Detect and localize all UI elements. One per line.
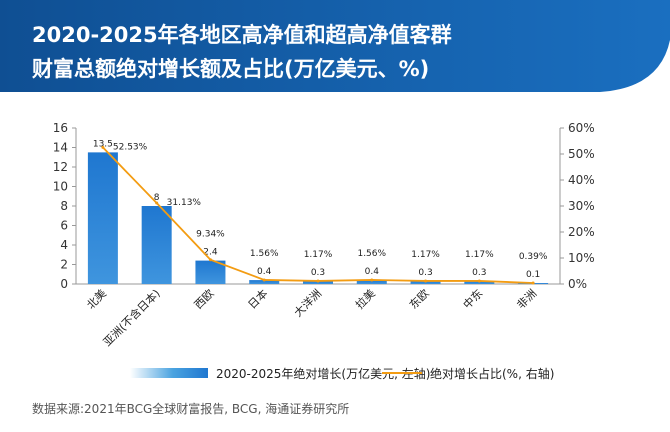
share-line-point xyxy=(262,278,266,282)
bar-value-label: 0.3 xyxy=(311,268,325,278)
share-value-label: 1.17% xyxy=(304,250,333,260)
share-value-label: 1.17% xyxy=(465,250,494,260)
y-right-tick-label: 30% xyxy=(568,199,595,213)
bar xyxy=(410,281,441,284)
bar-value-label: 8 xyxy=(154,193,160,203)
bar-value-label: 0.3 xyxy=(472,268,486,278)
share-line-point xyxy=(370,278,374,282)
bar-value-label: 13.5 xyxy=(93,139,113,149)
share-line-point xyxy=(531,281,535,285)
share-value-label: 52.53% xyxy=(113,142,148,152)
y-left-tick-label: 8 xyxy=(60,199,68,213)
chart-title-line-1: 2020-2025年各地区高净值和超高净值客群 xyxy=(32,23,452,47)
y-left-tick-label: 10 xyxy=(53,180,68,194)
y-left-tick-label: 0 xyxy=(60,277,68,291)
y-left-tick-label: 12 xyxy=(53,160,68,174)
share-value-label: 31.13% xyxy=(167,198,202,208)
share-line-point xyxy=(208,258,212,262)
x-category-label: 日本 xyxy=(245,286,270,311)
share-value-label: 1.56% xyxy=(250,249,279,259)
legend-bar: 2020-2025年绝对增长(万亿美元, 左轴) xyxy=(130,363,430,383)
y-left-tick-label: 2 xyxy=(60,258,68,272)
bar xyxy=(356,280,387,284)
legend-bar-swatch xyxy=(130,368,208,378)
bar xyxy=(303,281,333,284)
legend-bar-label: 2020-2025年绝对增长(万亿美元, 左轴) xyxy=(216,366,431,381)
y-right-tick-label: 20% xyxy=(568,225,595,239)
bar xyxy=(141,206,172,284)
x-category-label: 中东 xyxy=(461,287,486,312)
x-category-label: 大洋洲 xyxy=(291,286,324,319)
legend-line-label: 绝对增长占比(%, 右轴) xyxy=(430,366,555,381)
bar xyxy=(464,281,495,284)
share-line-point xyxy=(477,279,481,283)
y-right-tick-label: 40% xyxy=(568,173,595,187)
y-right-tick-label: 60% xyxy=(568,121,595,135)
y-left-tick-label: 14 xyxy=(53,141,68,155)
y-left-tick-label: 4 xyxy=(60,238,68,252)
bar-value-label: 0.4 xyxy=(365,267,380,277)
y-right-tick-label: 0% xyxy=(568,277,587,291)
share-line-point xyxy=(316,279,320,283)
share-value-label: 0.39% xyxy=(519,252,548,262)
x-category-label: 非洲 xyxy=(514,287,539,312)
title-banner: 2020-2025年各地区高净值和超高净值客群 财富总额绝对增长额及占比(万亿美… xyxy=(0,0,670,100)
share-value-label: 1.56% xyxy=(357,249,386,259)
y-right-tick-label: 10% xyxy=(568,251,595,265)
title-banner-shape xyxy=(0,0,670,92)
bar-value-label: 0.3 xyxy=(418,268,432,278)
x-category-label: 北美 xyxy=(84,287,109,312)
bar xyxy=(87,152,118,284)
bar-value-label: 0.1 xyxy=(526,270,540,280)
share-value-label: 9.34% xyxy=(196,230,225,240)
x-category-label: 东欧 xyxy=(407,287,432,312)
legend-line: 绝对增长占比(%, 右轴) xyxy=(382,363,554,383)
x-category-label: 拉美 xyxy=(352,286,377,311)
bar xyxy=(249,280,280,284)
share-line-point xyxy=(424,279,428,283)
bar xyxy=(195,260,226,284)
bar-value-label: 2.4 xyxy=(203,248,218,258)
x-category-label: 西欧 xyxy=(192,287,217,312)
y-left-tick-label: 6 xyxy=(60,219,68,233)
share-line-point xyxy=(155,201,159,205)
chart-area: 0 2 4 6 8 10 12 14 16 0% 10% 20% 30% 40% 50% 60% 13.5 8 2.… xyxy=(53,121,595,349)
chart-title-line-2: 财富总额绝对增长额及占比(万亿美元、%) xyxy=(32,57,430,81)
x-category-label: 亚洲(不含日本) xyxy=(100,286,163,349)
share-line-point xyxy=(101,145,105,149)
legend-line-swatch xyxy=(382,372,422,374)
share-value-label: 1.17% xyxy=(411,250,440,260)
bar-value-label: 0.4 xyxy=(257,267,272,277)
y-right-tick-label: 50% xyxy=(568,147,595,161)
y-left-tick-label: 16 xyxy=(53,121,68,135)
source-note: 数据来源:2021年BCG全球财富报告, BCG, 海通证券研究所 xyxy=(32,402,350,416)
